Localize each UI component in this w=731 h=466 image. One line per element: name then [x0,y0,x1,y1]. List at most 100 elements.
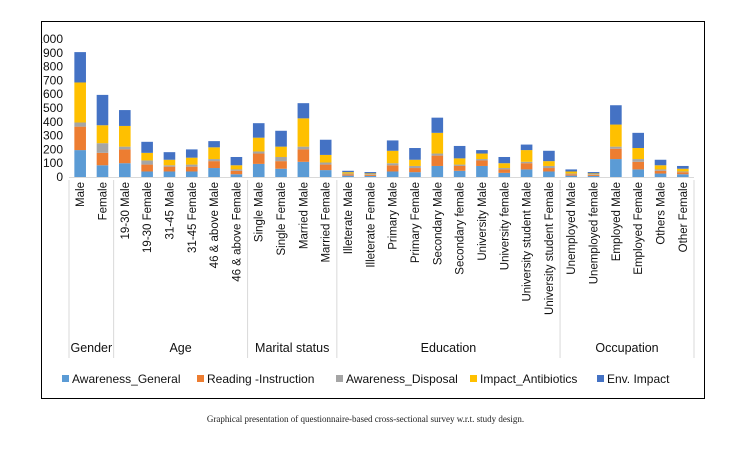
legend-swatch-env-impact [597,375,604,382]
category-label-secondary-male: Secondary Male [432,182,444,265]
bar-unemployed-female-awareness-general [587,175,600,177]
bar-single-female-impact-antibiotics [275,146,287,157]
bar-married-female-env-impact [319,139,332,155]
bar-unemployed-female-awareness-disposal [587,174,600,175]
bar-primary-female-env-impact [409,148,421,160]
group-label-age: Age [169,341,191,355]
category-label-employed-female: Employed Female [633,182,645,275]
bar-married-female-awareness-general [319,170,332,177]
bar-unemployed-male-reading-instruction [565,174,578,176]
bar-single-female-env-impact [275,130,287,147]
legend-label-awareness-disposal: Awareness_Disposal [346,372,458,386]
bar-unemployed-male-env-impact [565,169,578,172]
bar-46-above-male-impact-antibiotics [208,147,220,160]
bar-others-male-env-impact [654,159,667,166]
bar-others-male-awareness-disposal [654,169,667,171]
bar-university-male-awareness-disposal [476,159,488,161]
group-label-gender: Gender [70,341,112,355]
legend: Awareness_General Reading -Instruction Awa… [62,372,670,386]
bar-university-student-female-env-impact [543,150,555,162]
bar-others-male-impact-antibiotics [654,165,667,170]
bar-46-above-female-reading-instruction [230,170,243,175]
bars [74,52,689,177]
bar-primary-female-reading-instruction [409,168,421,173]
bar-secondary-male-env-impact [431,117,444,133]
bar-female-reading-instruction [96,152,109,166]
bar-primary-female-awareness-disposal [409,165,421,169]
bar-31-45-female-impact-antibiotics [185,157,198,165]
bar-primary-female-impact-antibiotics [409,159,421,166]
category-label-19-30-female: 19-30 Female [142,182,154,253]
bar-secondary-male-reading-instruction [431,155,444,166]
bar-illeterate-female-reading-instruction [364,174,377,176]
bar-married-male-awareness-general [297,161,310,177]
category-label-illeterate-male: Illeterate Male [343,182,355,254]
y-axis: 01002003004005006007008009001000 [42,32,694,184]
bar-primary-male-env-impact [386,140,399,151]
bar-employed-male-awareness-disposal [610,146,622,149]
group-label-marital-status: Marital status [255,341,329,355]
bar-secondary-female-awareness-general [453,170,466,177]
bar-university-female-reading-instruction [498,169,511,173]
y-tick-label-600: 600 [43,87,63,101]
category-label-married-male: Married Male [298,182,310,249]
bar-46-above-female-awareness-general [230,174,243,177]
bar-secondary-female-awareness-disposal [453,164,466,166]
bar-illeterate-female-awareness-general [364,175,377,177]
bar-university-male-env-impact [476,150,488,154]
bar-31-45-male-reading-instruction [163,166,176,172]
bar-31-45-female-awareness-disposal [185,164,198,167]
bar-illeterate-male-impact-antibiotics [342,172,354,174]
bar-19-30-male-env-impact [119,110,131,126]
bar-employed-female-awareness-general [632,169,644,177]
bar-secondary-female-impact-antibiotics [453,158,466,165]
bar-others-male-reading-instruction [654,170,667,174]
bar-unemployed-female-reading-instruction [587,174,600,176]
figure-caption: Graphical presentation of questionnaire-… [206,414,525,424]
bar-university-male-awareness-general [476,165,488,177]
bar-employed-male-impact-antibiotics [610,124,622,147]
bar-single-male-awareness-disposal [252,151,265,154]
group-label-occupation: Occupation [595,341,658,355]
bar-male-awareness-disposal [74,122,86,127]
bar-married-male-reading-instruction [297,149,310,162]
bar-19-30-female-reading-instruction [141,164,153,172]
bar-female-awareness-disposal [96,143,109,153]
bar-illeterate-female-impact-antibiotics [364,173,377,175]
bar-19-30-female-awareness-general [141,171,153,177]
bar-male-impact-antibiotics [74,82,86,123]
legend-swatch-reading-instruction [197,375,204,382]
bar-single-male-env-impact [252,123,265,138]
category-label-19-30-male: 19-30 Male [120,182,132,240]
category-label-university-student-female: University student Female [544,182,556,315]
bar-employed-male-awareness-general [610,159,622,177]
bar-single-female-reading-instruction [275,161,287,169]
bar-married-female-reading-instruction [319,164,332,171]
bar-male-awareness-general [74,150,86,177]
category-label-single-female: Single Female [276,182,288,256]
bar-employed-male-env-impact [610,105,622,125]
bar-31-45-female-reading-instruction [185,166,198,172]
bar-illeterate-male-awareness-general [342,175,354,177]
bar-employed-female-awareness-disposal [632,159,644,162]
y-tick-label-100: 100 [43,156,63,170]
bar-married-male-env-impact [297,103,310,119]
bar-46-above-male-awareness-general [208,168,220,177]
y-tick-label-0: 0 [56,170,63,184]
category-label-primary-female: Primary Female [410,182,422,263]
y-tick-label-1000: 1000 [42,32,63,46]
bar-unemployed-female-impact-antibiotics [587,173,600,175]
bar-19-30-male-awareness-general [119,163,131,177]
bar-31-45-male-env-impact [163,152,176,160]
bar-university-female-env-impact [498,156,511,164]
bar-other-female-impact-antibiotics [677,168,689,172]
bar-19-30-male-impact-antibiotics [119,125,131,147]
legend-swatch-impact-antibiotics [470,375,477,382]
bar-31-45-female-env-impact [185,149,198,158]
bar-31-45-male-impact-antibiotics [163,159,176,166]
bar-university-student-male-reading-instruction [520,163,533,170]
category-label-university-female: University female [499,182,511,270]
bar-secondary-male-impact-antibiotics [431,132,444,154]
bar-university-student-female-awareness-general [543,171,555,177]
legend-swatch-awareness-general [62,375,69,382]
